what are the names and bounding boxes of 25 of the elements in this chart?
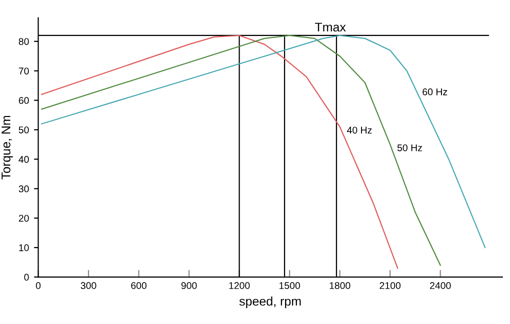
ref-line-label: Tmax [314,22,346,32]
y-tick-label: 30 [18,185,29,192]
y-tick-label: 0 [24,274,29,281]
x-tick-label: 300 [80,282,96,290]
x-tick-label: 1800 [330,282,350,290]
x-tick-label: 0 [36,282,41,290]
x-axis-title: speed, rpm [239,296,301,308]
x-tick-label: 1500 [279,282,300,290]
y-axis-title: Torque, Nm [2,116,13,180]
y-tick-label: 10 [19,244,29,252]
x-tick-label: 600 [131,282,147,290]
y-tick-label: 50 [18,126,29,134]
x-tick-label: 2400 [430,282,451,290]
series-label: 40 Hz [347,126,372,134]
y-tick-label: 70 [18,68,29,74]
y-tick-label: 80 [18,38,29,45]
y-tick-label: 20 [18,214,29,222]
series-label: 60 Hz [422,88,448,96]
line-series [41,34,486,248]
x-tick-label: 1200 [229,282,250,290]
x-tick-label: 2100 [380,282,401,290]
y-tick-label: 40 [18,156,29,163]
x-tick-label: 900 [181,282,197,290]
y-tick-label: 60 [18,97,29,104]
series-label: 50 Hz [397,144,422,152]
